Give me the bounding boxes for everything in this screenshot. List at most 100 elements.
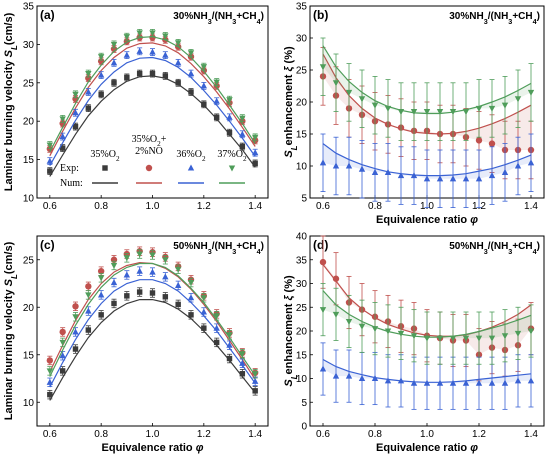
panel-title: 50%NH3 /(NH3 +CH4 ) (449, 241, 540, 256)
data-point (46, 142, 54, 149)
series-37-o2 (319, 283, 535, 365)
data-point (488, 140, 496, 147)
data-point (358, 374, 366, 382)
data-point (200, 295, 208, 302)
data-point (319, 365, 327, 372)
data-point (213, 79, 220, 86)
data-point (449, 109, 457, 116)
legend-entry-label: 37%O2 (217, 149, 247, 163)
x-tick-label: 1.0 (420, 429, 434, 440)
y-tick-label: 15 (23, 350, 35, 361)
data-point (149, 30, 156, 37)
series-35-o2 (47, 69, 258, 177)
legend-marker (228, 165, 236, 172)
data-point (136, 267, 143, 274)
data-point (475, 105, 483, 112)
x-tick-label: 1.4 (248, 201, 262, 212)
x-tick-label: 1.0 (146, 429, 160, 440)
data-point (162, 73, 169, 79)
y-tick-label: 35 (296, 2, 308, 13)
data-point (174, 59, 182, 66)
panel-a: 0.6 0.8 1.0 1.2 1.4 10 15 20 25 30 35 Laminar burni… (3, 2, 269, 212)
y-tick-label: 40 (296, 232, 308, 243)
data-point (488, 379, 496, 386)
data-point (187, 70, 195, 77)
data-point (46, 157, 54, 164)
series-37-o2 (46, 249, 259, 379)
data-point (72, 109, 79, 116)
data-point (187, 279, 195, 287)
y-axis-label: Laminar burning velocity SL (cm/s) (3, 12, 19, 191)
data-point (85, 283, 92, 290)
panel-b: 0.6 0.8 1.0 1.2 1.45101520253035Equivalence … (283, 2, 545, 226)
data-point (174, 266, 182, 273)
x-axis-label: Equivalence ratio φ (376, 442, 478, 454)
data-point (201, 101, 207, 108)
x-tick-label: 0.6 (316, 429, 330, 440)
data-point (239, 371, 246, 377)
y-tick-label: 20 (23, 117, 35, 128)
data-point (85, 327, 92, 333)
y-tick-label: 5 (301, 398, 307, 409)
y-tick-label: 35 (296, 255, 308, 266)
y-tick-label: 10 (23, 194, 35, 205)
data-point (527, 377, 535, 384)
plot-frame (36, 235, 269, 427)
series-36-o2 (319, 133, 535, 209)
data-point (97, 71, 105, 78)
data-point (213, 97, 220, 104)
data-point (226, 332, 233, 339)
shaded-band (323, 359, 531, 384)
data-point (174, 40, 182, 47)
legend-entry-label: 35%O2 + (132, 134, 167, 148)
data-point (345, 162, 353, 169)
y-tick-label: 10 (296, 374, 308, 385)
data-point (72, 314, 79, 321)
data-point (162, 294, 169, 300)
data-point (501, 379, 509, 386)
legend-num-label: Num: (60, 178, 83, 189)
data-point (226, 355, 233, 362)
data-point (110, 279, 118, 286)
data-point (175, 301, 181, 308)
x-tick-label: 1.2 (197, 429, 211, 440)
legend-marker (145, 164, 153, 172)
data-point (501, 168, 509, 175)
y-tick-label: 30 (23, 40, 35, 51)
data-point (501, 333, 509, 340)
data-point (527, 159, 535, 166)
num-curve (49, 42, 256, 157)
data-point (436, 109, 444, 116)
y-tick-label: 10 (296, 162, 308, 173)
data-point (136, 30, 143, 37)
data-point (85, 88, 92, 95)
data-point (319, 64, 327, 71)
data-point (149, 252, 156, 259)
x-tick-label: 1.2 (472, 429, 486, 440)
legend-entry-label: 36%O2 (176, 149, 206, 163)
y-tick-label: 25 (296, 303, 308, 314)
x-tick-label: 1.4 (524, 201, 538, 212)
data-point (332, 162, 340, 169)
data-point (332, 275, 340, 282)
data-point (59, 339, 66, 346)
legend-exp-label: Exp: (60, 163, 79, 174)
y-axis-label: SL enhancement ξ (%) (283, 46, 299, 158)
data-point (488, 172, 496, 179)
data-point (162, 33, 169, 40)
data-point (85, 105, 92, 111)
data-point (251, 149, 259, 156)
data-point (449, 335, 457, 342)
x-axis-label: Equivalence ratio φ (376, 214, 478, 226)
y-tick-label: 25 (296, 66, 308, 77)
data-point (358, 323, 366, 330)
data-point (85, 307, 92, 314)
y-tick-label: 35 (23, 2, 35, 13)
data-point (188, 312, 194, 318)
data-point (226, 97, 233, 104)
data-point (213, 313, 220, 320)
y-tick-label: 5 (301, 194, 307, 205)
data-point (252, 388, 258, 394)
data-point (462, 335, 470, 342)
